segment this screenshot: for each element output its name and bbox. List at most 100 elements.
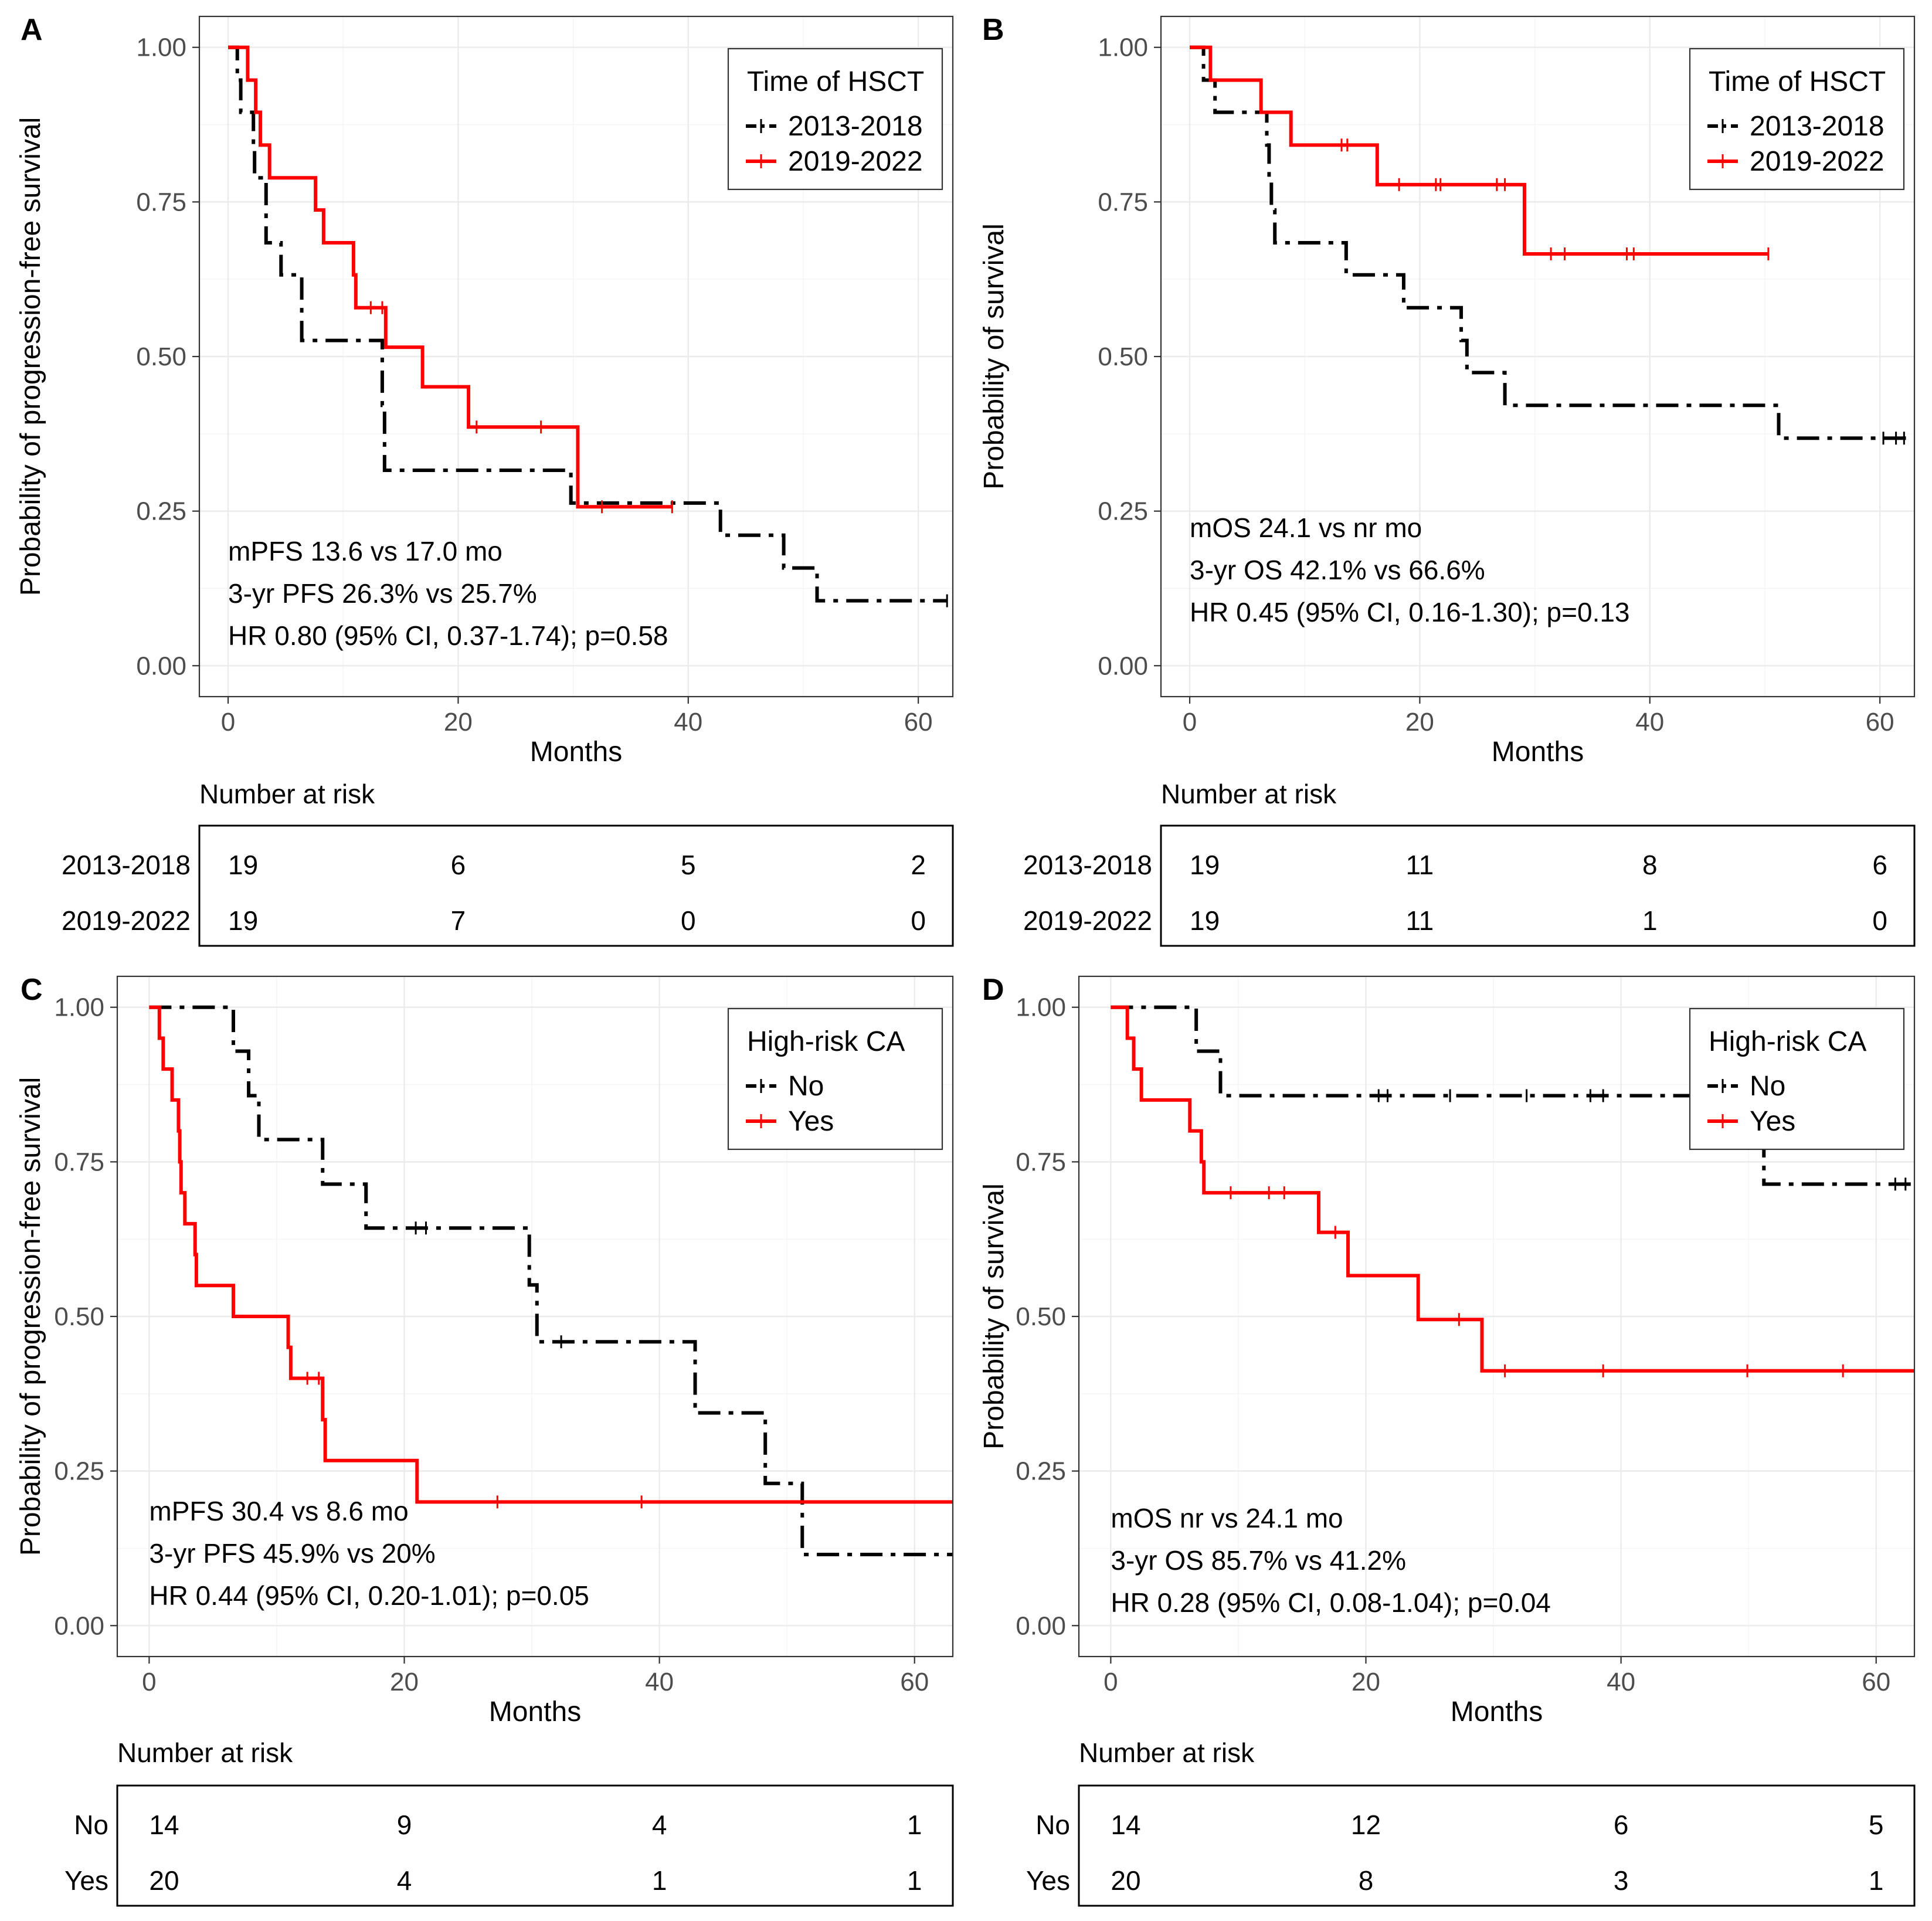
gridlines (1079, 976, 1914, 1657)
panel-letter: C (21, 973, 43, 1007)
risk-value: 6 (1872, 850, 1887, 880)
legend-label: 2019-2022 (1750, 146, 1885, 177)
y-tick-label: 0.25 (54, 1457, 104, 1486)
x-tick-label: 60 (1866, 708, 1894, 737)
x-tick-label: 20 (444, 708, 473, 737)
legend-label: 2013-2018 (788, 111, 923, 142)
x-tick-label: 20 (390, 1668, 419, 1696)
legend-box (727, 47, 943, 191)
km-curve (228, 45, 673, 509)
legend-title: Time of HSCT (1709, 66, 1886, 97)
risk-row-label: 2019-2022 (1023, 905, 1152, 936)
stats-annotation: 3-yr OS 85.7% vs 41.2% (1111, 1545, 1406, 1576)
stats-annotation: mOS nr vs 24.1 mo (1111, 1503, 1343, 1533)
risk-value: 5 (1869, 1810, 1884, 1840)
y-tick-label: 0.75 (1098, 188, 1148, 216)
risk-table-box (116, 1784, 954, 1907)
x-axis-title: Months (530, 737, 622, 768)
x-axis-title: Months (489, 1696, 581, 1727)
stats-annotation: mPFS 13.6 vs 17.0 mo (228, 536, 502, 566)
panel-letter: B (982, 13, 1004, 47)
x-tick-label: 0 (1183, 708, 1197, 737)
risk-value: 12 (1351, 1810, 1381, 1840)
series-yes (149, 1005, 953, 1509)
km-curve (1111, 1005, 1914, 1186)
km-curve (149, 1005, 953, 1556)
gridlines (1161, 16, 1914, 697)
x-tick-label: 60 (1862, 1668, 1890, 1696)
risk-value: 14 (1111, 1810, 1140, 1840)
y-tick-label: 1.00 (136, 33, 186, 62)
risk-row-label: No (74, 1810, 108, 1840)
panel-a: 0 20 40 600.000.250.500.751.00MonthsProbabi… (15, 13, 954, 947)
legend-box (1689, 47, 1905, 191)
risk-value: 14 (149, 1810, 179, 1840)
panel-letter: A (21, 13, 43, 47)
stats-annotation: mOS 24.1 vs nr mo (1190, 513, 1422, 543)
risk-value: 1 (907, 1865, 922, 1896)
risk-row-label: Yes (64, 1865, 108, 1896)
y-tick-label: 0.00 (136, 651, 186, 680)
y-axis-title: Probability of progression-free survival (15, 1077, 46, 1556)
y-tick-label: 0.75 (54, 1148, 104, 1176)
risk-value: 1 (652, 1865, 667, 1896)
legend-label: No (1750, 1071, 1785, 1102)
risk-value: 20 (149, 1865, 179, 1896)
legend-label: Yes (788, 1106, 834, 1137)
risk-table-title: Number at risk (1079, 1737, 1255, 1768)
y-tick-label: 0.50 (1016, 1302, 1066, 1331)
risk-value: 1 (1642, 905, 1658, 936)
stats-annotation: 3-yr OS 42.1% vs 66.6% (1190, 555, 1485, 585)
y-tick-label: 0.75 (1016, 1148, 1066, 1176)
x-tick-label: 40 (645, 1668, 674, 1696)
km-curve (1190, 45, 1768, 256)
legend-label: 2019-2022 (788, 146, 923, 177)
x-tick-label: 0 (142, 1668, 156, 1696)
risk-value: 11 (1406, 905, 1434, 936)
panel-letter: D (982, 973, 1004, 1007)
risk-table-box (198, 824, 954, 947)
series-2013-2018 (1190, 45, 1909, 445)
risk-value: 7 (451, 905, 466, 936)
x-tick-label: 20 (1405, 708, 1434, 737)
x-tick-label: 60 (904, 708, 933, 737)
risk-value: 4 (652, 1810, 667, 1840)
risk-value: 0 (911, 905, 926, 936)
risk-table-box (1078, 1784, 1916, 1907)
risk-table-title: Number at risk (1161, 779, 1337, 809)
series-no (149, 1005, 953, 1556)
series-no (1111, 1005, 1914, 1191)
y-tick-label: 0.00 (1098, 651, 1148, 680)
legend: High-risk CA No Yes (1689, 1007, 1905, 1150)
stats-annotation: mPFS 30.4 vs 8.6 mo (149, 1496, 408, 1526)
risk-value: 1 (907, 1810, 922, 1840)
risk-row-label: Yes (1026, 1865, 1070, 1896)
legend-title: High-risk CA (747, 1026, 905, 1057)
legend: Time of HSCT 2013-2018 2019-2022 (1689, 47, 1905, 191)
y-tick-label: 0.50 (1098, 342, 1148, 371)
y-tick-label: 0.50 (136, 342, 186, 371)
stats-annotation: HR 0.45 (95% CI, 0.16-1.30); p=0.13 (1190, 597, 1630, 627)
stats-annotation: HR 0.28 (95% CI, 0.08-1.04); p=0.04 (1111, 1587, 1550, 1618)
series-2019-2022 (1190, 45, 1770, 260)
y-tick-label: 0.25 (1098, 497, 1148, 526)
legend-box (1689, 1007, 1905, 1150)
risk-value: 6 (451, 850, 466, 880)
risk-value: 4 (397, 1865, 412, 1896)
km-curve (228, 45, 948, 603)
risk-table: Number at risk No 14 9 4 1 Yes 20 4 1 1 (64, 1737, 954, 1907)
panel-d: 0 20 40 60 0.00 0.25 0.50 0.75 1.00 Months Probabi… (979, 973, 1916, 1907)
series-2019-2022 (228, 45, 673, 514)
risk-value: 20 (1111, 1865, 1140, 1896)
y-tick-label: 1.00 (1016, 993, 1066, 1022)
risk-table: Number at risk No 14 12 6 5 Yes 20 8 3 1 (1026, 1737, 1916, 1907)
stats-annotation: HR 0.44 (95% CI, 0.20-1.01); p=0.05 (149, 1580, 589, 1611)
risk-table-box (1160, 824, 1916, 947)
risk-value: 19 (228, 850, 258, 880)
x-tick-label: 0 (221, 708, 235, 737)
risk-value: 1 (1869, 1865, 1884, 1896)
y-axis-title: Probability of survival (979, 1183, 1010, 1450)
y-tick-label: 0.00 (1016, 1611, 1066, 1640)
gridlines (117, 976, 953, 1657)
